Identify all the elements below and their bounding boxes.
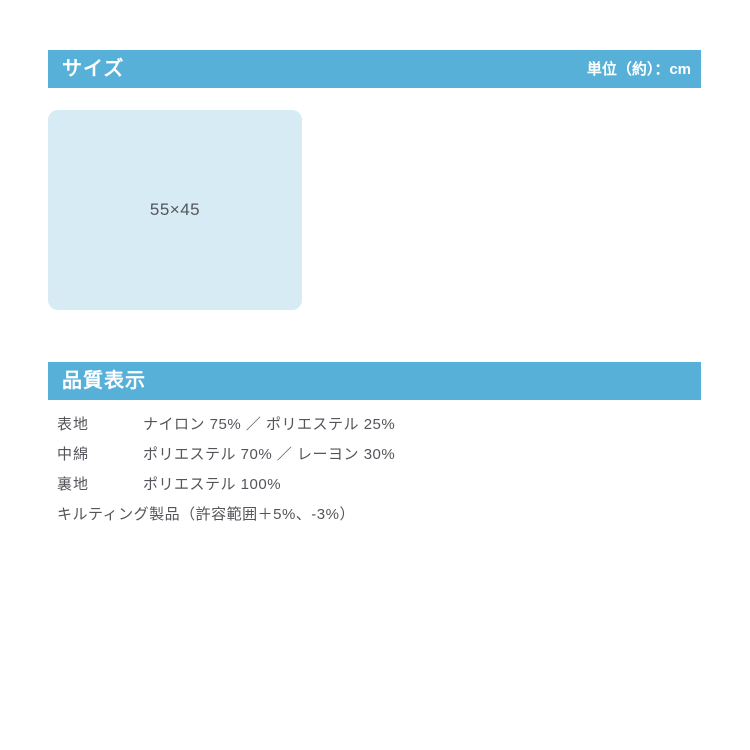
materials-tolerance-note: キルティング製品（許容範囲＋5%、-3%） (57, 505, 355, 523)
material-value: ポリエステル 100% (143, 475, 282, 493)
material-label: 中綿 (57, 445, 90, 463)
size-swatch: 55×45 (48, 110, 302, 310)
size-section-header: サイズ 単位（約）：cm (48, 50, 701, 88)
size-dimension-label: 55×45 (149, 200, 201, 219)
material-row-lining: 裏地 ポリエステル 100% (48, 468, 701, 498)
materials-table: 表地 ナイロン 75% ／ ポリエステル 25% 中綿 ポリエステル 70% ／… (48, 408, 701, 528)
material-row-filling: 中綿 ポリエステル 70% ／ レーヨン 30% (48, 438, 701, 468)
material-value: ポリエステル 70% ／ レーヨン 30% (143, 445, 396, 463)
material-label: 裏地 (57, 475, 90, 493)
size-unit-label: 単位（約）：cm (586, 60, 691, 78)
size-section-title: サイズ (62, 58, 125, 80)
quality-section-title: 品質表示 (62, 370, 146, 392)
quality-section-header: 品質表示 (48, 362, 701, 400)
material-value: ナイロン 75% ／ ポリエステル 25% (143, 415, 396, 433)
material-label: 表地 (57, 415, 90, 433)
material-row-outer-fabric: 表地 ナイロン 75% ／ ポリエステル 25% (48, 408, 701, 438)
